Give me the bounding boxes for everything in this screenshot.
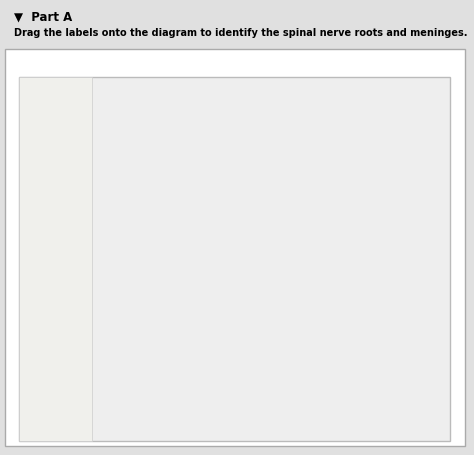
Circle shape (362, 314, 367, 319)
Text: Dorsal root: Dorsal root (31, 266, 80, 275)
Text: ▼  Part A: ▼ Part A (14, 10, 73, 23)
Circle shape (183, 296, 189, 300)
FancyBboxPatch shape (389, 55, 431, 71)
FancyBboxPatch shape (21, 102, 90, 143)
FancyBboxPatch shape (96, 241, 182, 268)
Circle shape (333, 313, 337, 318)
Circle shape (351, 318, 356, 323)
Ellipse shape (327, 284, 381, 335)
Circle shape (338, 304, 343, 309)
Circle shape (196, 293, 201, 298)
Circle shape (183, 307, 188, 312)
Polygon shape (214, 157, 328, 252)
Circle shape (196, 308, 201, 313)
Circle shape (173, 320, 178, 324)
Text: Reset: Reset (349, 58, 376, 68)
Circle shape (352, 303, 356, 308)
Ellipse shape (261, 420, 282, 431)
Circle shape (175, 299, 181, 304)
Text: Dorsal root
ganglion: Dorsal root ganglion (31, 225, 80, 245)
Text: Spinal
nerve: Spinal nerve (42, 377, 69, 396)
Circle shape (341, 292, 346, 297)
Polygon shape (296, 354, 318, 425)
FancyBboxPatch shape (96, 123, 182, 151)
Ellipse shape (296, 420, 318, 431)
Circle shape (182, 296, 187, 301)
Text: Drag the labels onto the diagram to identify the spinal nerve roots and meninges: Drag the labels onto the diagram to iden… (14, 28, 468, 38)
Ellipse shape (225, 420, 246, 431)
Text: Dura mater: Dura mater (31, 300, 80, 309)
FancyBboxPatch shape (96, 202, 182, 229)
Circle shape (170, 315, 175, 319)
Circle shape (174, 303, 179, 308)
FancyBboxPatch shape (361, 280, 447, 308)
FancyBboxPatch shape (21, 136, 90, 173)
Text: Ventral
rootlets of
spinal: Ventral rootlets of spinal (33, 107, 78, 137)
FancyBboxPatch shape (361, 162, 447, 190)
Circle shape (334, 300, 339, 305)
Circle shape (339, 316, 344, 321)
Circle shape (196, 301, 201, 306)
FancyBboxPatch shape (361, 241, 447, 268)
FancyBboxPatch shape (250, 106, 273, 255)
Text: Ventral: Ventral (39, 94, 72, 103)
FancyBboxPatch shape (311, 200, 411, 241)
Circle shape (347, 304, 352, 308)
Text: Meninges: Meninges (333, 216, 389, 225)
Circle shape (196, 293, 201, 298)
FancyBboxPatch shape (21, 168, 90, 223)
Circle shape (174, 314, 179, 318)
FancyBboxPatch shape (96, 162, 182, 190)
FancyBboxPatch shape (21, 252, 90, 289)
Circle shape (182, 289, 187, 294)
Circle shape (364, 302, 369, 306)
Circle shape (202, 318, 207, 323)
Circle shape (198, 320, 203, 325)
Circle shape (333, 306, 338, 311)
Circle shape (342, 293, 347, 298)
Polygon shape (257, 354, 286, 415)
Ellipse shape (162, 284, 216, 335)
FancyBboxPatch shape (361, 320, 447, 347)
Text: Arachnoid
Dorsal
rootlets of
spinal: Arachnoid Dorsal rootlets of spinal (33, 176, 78, 216)
FancyBboxPatch shape (21, 324, 90, 364)
FancyBboxPatch shape (91, 286, 180, 332)
Text: Ventral
root: Ventral root (40, 334, 71, 354)
FancyBboxPatch shape (152, 250, 391, 369)
Ellipse shape (355, 247, 382, 264)
FancyBboxPatch shape (21, 286, 90, 324)
FancyBboxPatch shape (21, 366, 90, 407)
FancyBboxPatch shape (21, 214, 90, 255)
Ellipse shape (161, 247, 188, 264)
FancyBboxPatch shape (361, 123, 447, 151)
Text: Help: Help (399, 58, 421, 68)
Circle shape (341, 305, 346, 309)
Circle shape (170, 300, 174, 305)
Circle shape (357, 306, 362, 311)
Polygon shape (232, 162, 311, 247)
FancyBboxPatch shape (236, 85, 307, 269)
FancyBboxPatch shape (337, 55, 389, 71)
FancyBboxPatch shape (363, 286, 452, 332)
Circle shape (356, 303, 362, 308)
Polygon shape (225, 354, 246, 425)
Text: Pia mater: Pia mater (35, 150, 76, 159)
